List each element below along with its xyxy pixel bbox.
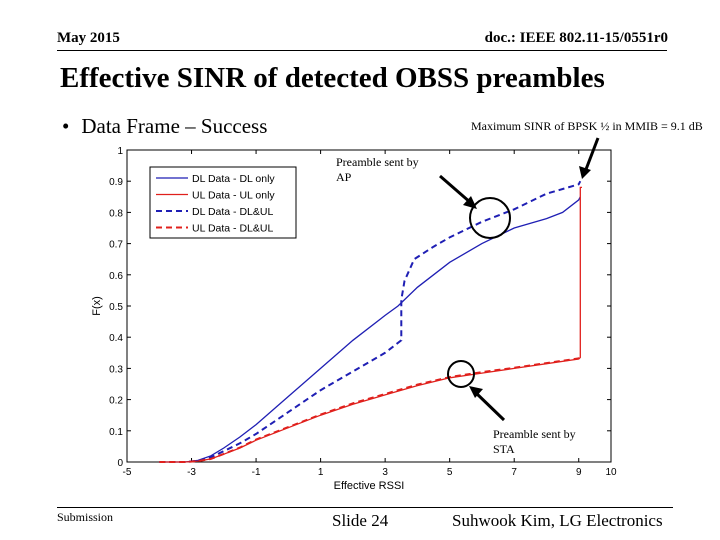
footer-rule (57, 507, 673, 508)
y-tick-label: 0 (117, 458, 123, 469)
axis-ticks: -5 -3 -1 1 3 5 7 9 10 0 0.1 0.2 0.3 0.4 0.5 0.6 0.7 0.8 0.… (109, 146, 617, 478)
annotation-ap-line2: AP (336, 170, 352, 184)
y-tick-label: 0.7 (109, 240, 123, 251)
header-document-id: doc.: IEEE 802.11-15/0551r0 (484, 30, 668, 46)
legend: DL Data - DL only UL Data - UL only DL Dat… (149, 166, 297, 239)
legend-label-2: DL Data - DL&UL (192, 206, 273, 218)
arrow-max-sinr-head (579, 166, 591, 179)
x-tick-label: 9 (576, 467, 582, 478)
annotation-ap-line1: Preamble sent by (336, 155, 419, 169)
series-line-2 (159, 180, 582, 463)
legend-box (149, 166, 297, 239)
y-tick-label: 0.6 (109, 271, 123, 282)
x-tick-label: 7 (511, 467, 517, 478)
annotation-sta-line2: STA (493, 442, 515, 456)
highlight-circle-ap (469, 197, 511, 239)
series-layer (159, 180, 582, 463)
legend-label-3: UL Data - DL&UL (192, 223, 273, 235)
y-tick-label: 1 (117, 146, 123, 157)
annotation-sta-line1: Preamble sent by (493, 427, 576, 441)
x-tick-label: -5 (123, 467, 132, 478)
y-tick-label: 0.3 (109, 364, 123, 375)
footer-slide-number: Slide 24 (332, 511, 389, 530)
y-axis-label: F(x) (91, 296, 103, 316)
y-tick-label: 0.5 (109, 302, 123, 313)
x-tick-label: 10 (605, 467, 617, 478)
y-tick-label: 0.8 (109, 208, 123, 219)
bullet-symbol: • (62, 114, 70, 138)
arrow-max-sinr (583, 137, 600, 173)
legend-label-0: DL Data - DL only (192, 173, 275, 185)
series-line-3 (159, 355, 582, 463)
x-tick-label: -1 (252, 467, 261, 478)
footer-author: Suhwook Kim, LG Electronics (452, 511, 663, 530)
x-tick-label: 3 (382, 467, 388, 478)
x-axis-label: Effective RSSI (334, 480, 405, 492)
highlight-circle-sta (447, 360, 475, 388)
header-date: May 2015 (57, 30, 120, 46)
series-line-0 (159, 196, 581, 463)
slide-title: Effective SINR of detected OBSS preamble… (60, 62, 605, 94)
annotation-max-sinr: Maximum SINR of BPSK ½ in MMIB = 9.1 dB (471, 119, 703, 133)
bullet-text: Data Frame – Success (81, 114, 268, 138)
x-tick-label: -3 (187, 467, 196, 478)
arrow-sta (473, 390, 506, 422)
y-tick-label: 0.1 (109, 427, 123, 438)
arrow-ap-head (463, 196, 477, 209)
arrow-sta-head (469, 386, 483, 398)
y-tick-label: 0.2 (109, 396, 123, 407)
arrow-ap (439, 174, 472, 205)
footer-submission: Submission (57, 510, 114, 524)
y-tick-label: 0.9 (109, 177, 123, 188)
x-tick-label: 5 (447, 467, 453, 478)
header-rule (57, 50, 667, 51)
bullet-point: • Data Frame – Success (62, 114, 267, 139)
x-tick-label: 1 (318, 467, 324, 478)
y-tick-label: 0.4 (109, 333, 123, 344)
legend-label-1: UL Data - UL only (192, 190, 275, 202)
legend-entries: DL Data - DL only UL Data - UL only DL Dat… (156, 173, 275, 235)
